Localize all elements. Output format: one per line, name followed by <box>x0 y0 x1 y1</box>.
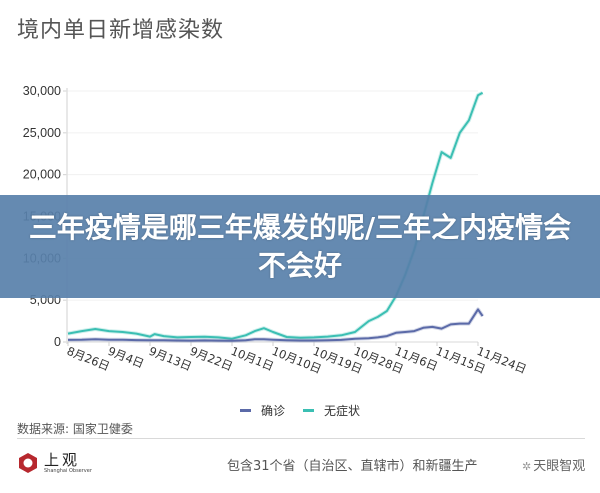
legend-item-asymptomatic: 无症状 <box>303 402 360 419</box>
watermark-text: 天眼智观 <box>533 459 586 474</box>
footnote: 包含31个省（自治区、直辖市）和新疆生产 <box>227 459 478 474</box>
x-tick-label: 9月4日 <box>106 344 146 371</box>
footer-divider <box>17 438 585 439</box>
x-tick-label: 10月1日 <box>229 344 276 374</box>
headline-text: 三年疫情是哪三年爆发的呢/三年之内疫情会不会好 <box>28 210 572 282</box>
chart-title: 境内单日新增感染数 <box>17 18 225 43</box>
asymptomatic-line <box>67 91 484 340</box>
y-tick-label: 20,000 <box>23 168 61 182</box>
chart-legend: 确诊 无症状 <box>240 402 370 419</box>
legend-item-confirmed: 确诊 <box>240 402 285 419</box>
x-tick-label: 8月26日 <box>65 344 112 374</box>
y-tick-label: 0 <box>54 335 61 349</box>
legend-label-confirmed: 确诊 <box>261 404 286 418</box>
y-tick-label: 30,000 <box>23 84 61 98</box>
watermark: ✲ 天眼智观 <box>520 455 590 474</box>
legend-swatch-asymptomatic <box>303 409 315 412</box>
headline-banner: 三年疫情是哪三年爆发的呢/三年之内疫情会不会好 <box>0 195 600 298</box>
y-tick-label: 25,000 <box>23 126 61 140</box>
legend-swatch-confirmed <box>240 409 251 412</box>
data-series <box>67 90 485 343</box>
legend-label-asymptomatic: 无症状 <box>324 404 361 418</box>
watermark-icon: ✲ <box>522 460 532 473</box>
hexagon-logo-icon <box>19 453 37 473</box>
logo-english-name: Shanghai Observer <box>44 468 92 474</box>
publisher-logo: 上观 Shanghai Observer <box>17 452 92 475</box>
x-tick-label: 9月22日 <box>188 344 235 374</box>
logo-chinese-name: 上观 <box>44 451 81 469</box>
x-tick-label: 9月13日 <box>147 344 194 374</box>
data-source: 数据来源: 国家卫健委 <box>17 422 133 436</box>
confirmed-line <box>67 308 484 342</box>
